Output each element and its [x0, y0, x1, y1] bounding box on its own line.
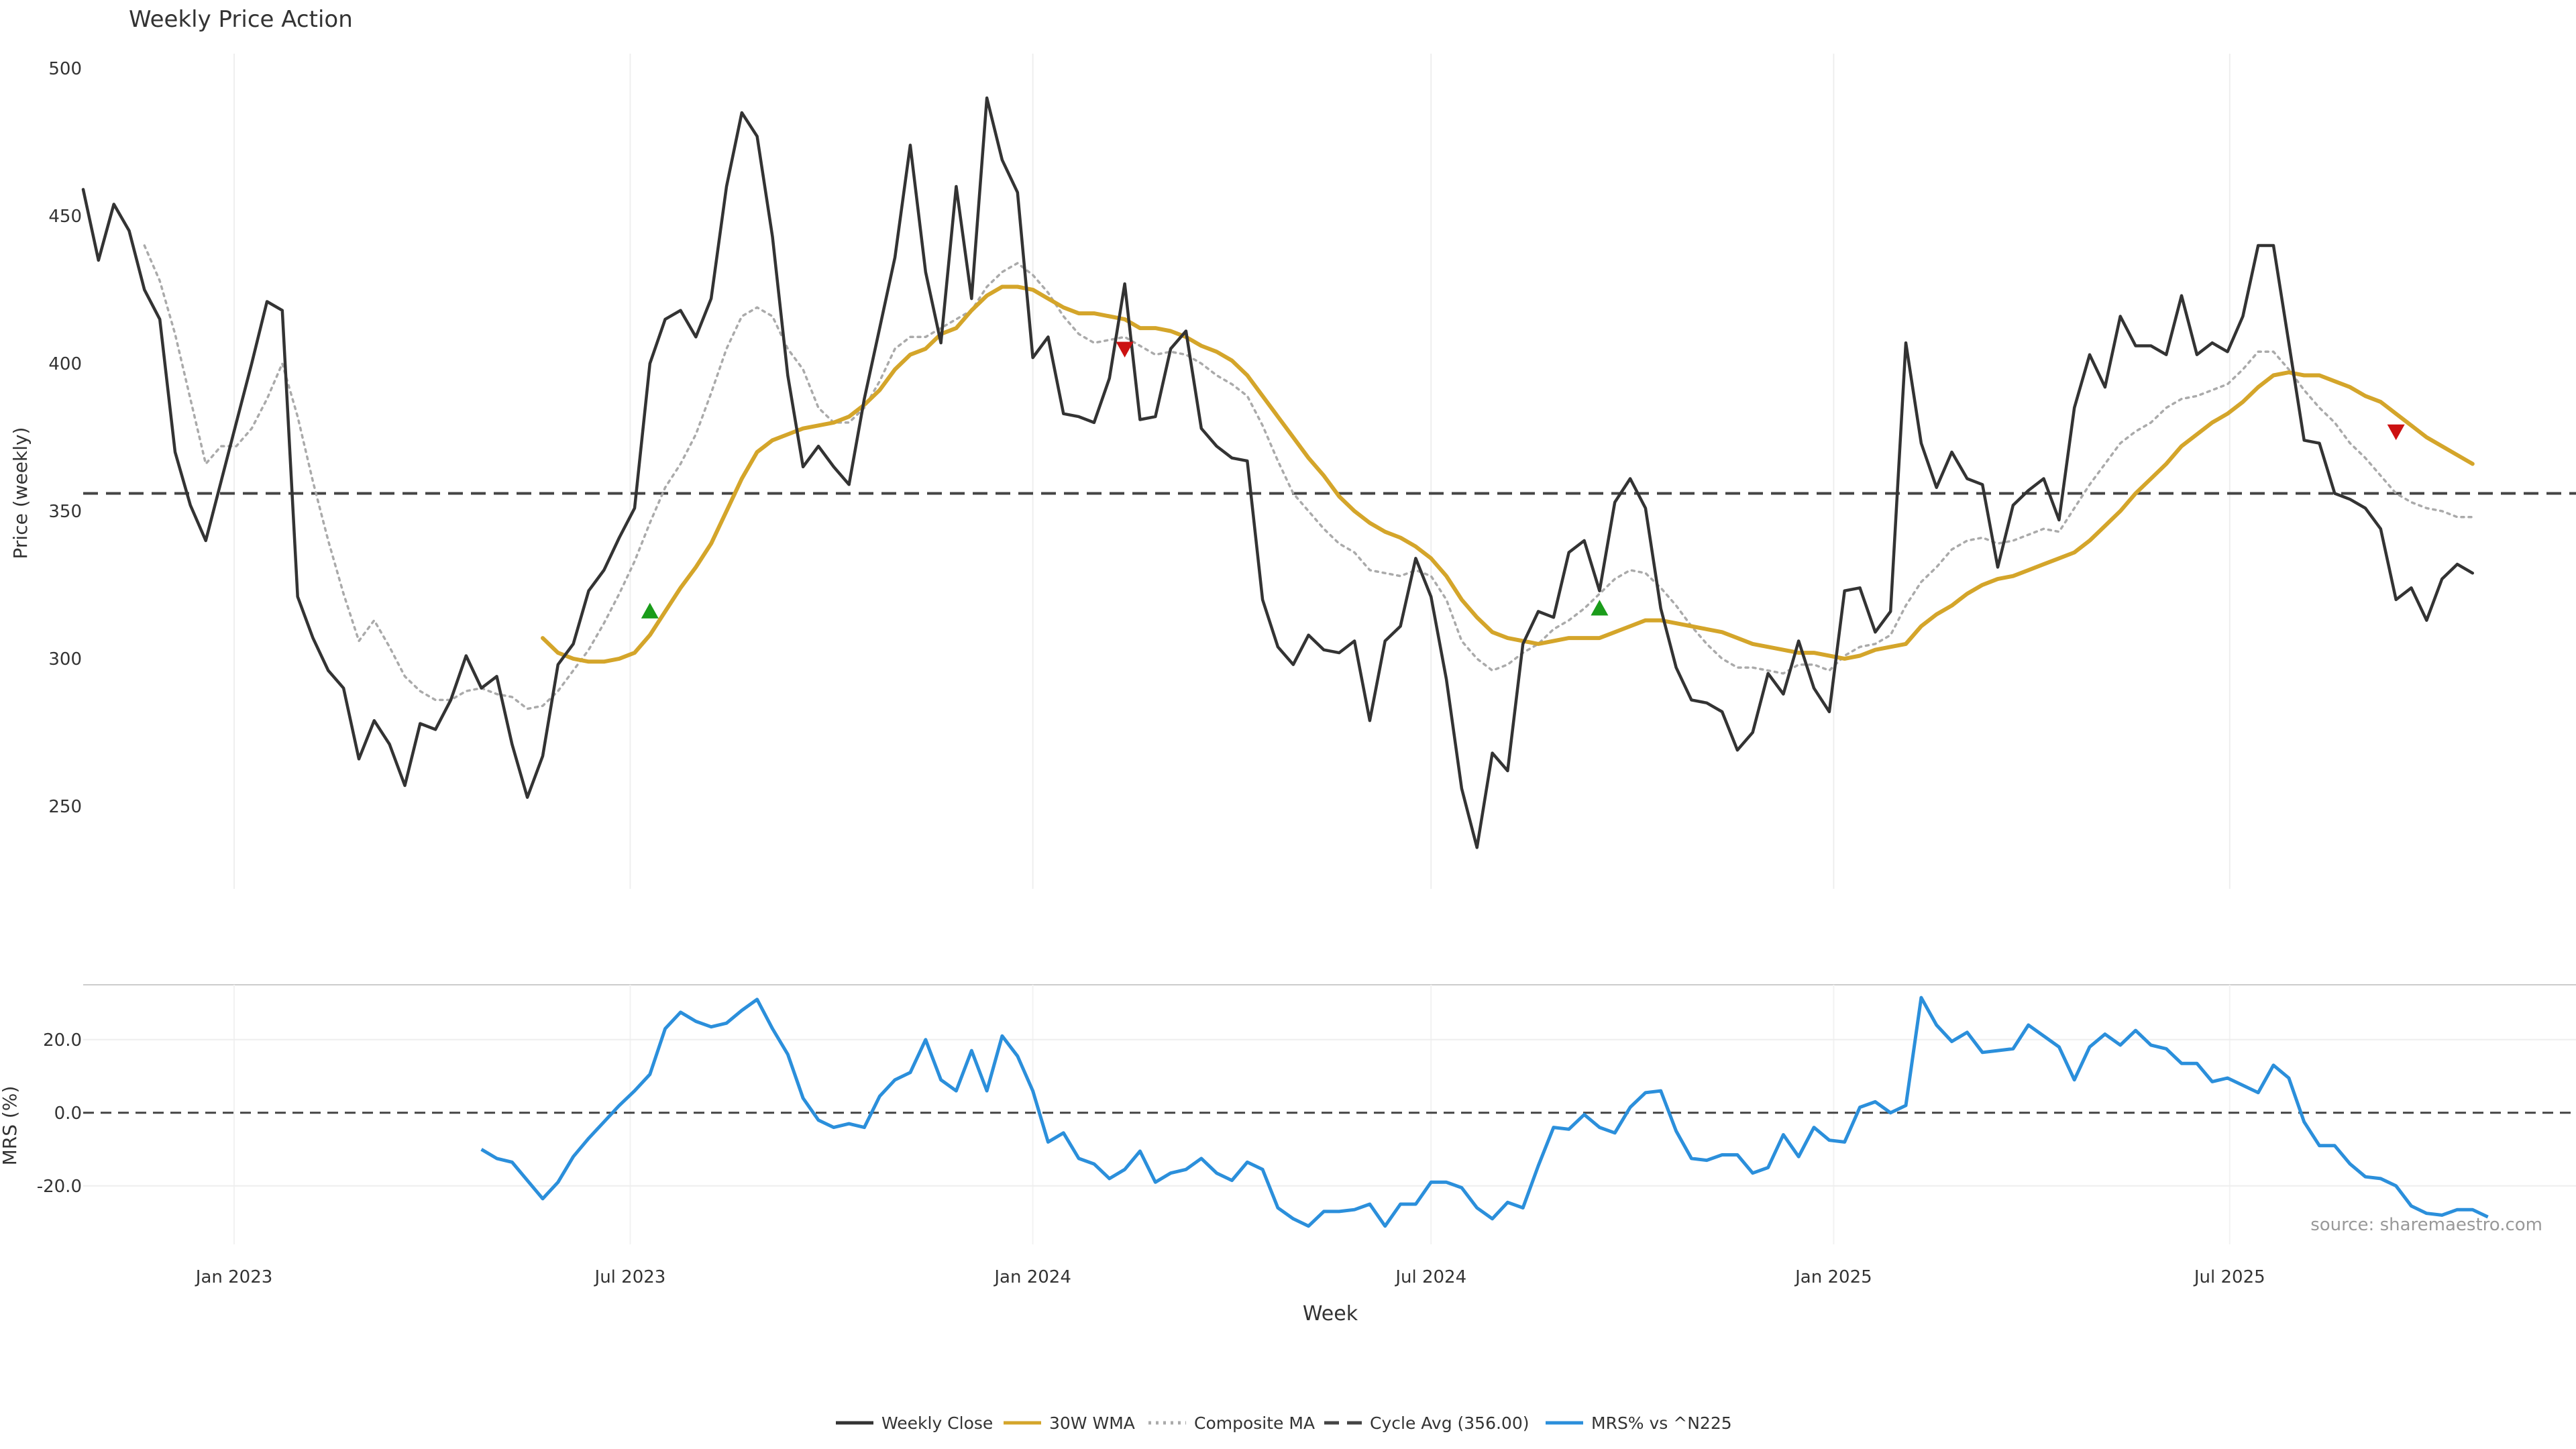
weekly-close-line — [81, 96, 2475, 849]
price-y-tick-label: 500 — [48, 59, 82, 79]
x-tick-label: Jul 2025 — [2193, 1267, 2265, 1287]
mrs-y-tick-label: 20.0 — [43, 1030, 82, 1051]
legend-label: 30W WMA — [1049, 1413, 1135, 1433]
signal-markers — [641, 341, 2405, 619]
x-axis-ticks: Jan 2023 Jul 2023 Jan 2024 Jul 2024 Jan 2025… — [195, 1267, 2265, 1287]
price-y-tick-label: 250 — [48, 797, 82, 817]
x-tick-label: Jan 2024 — [993, 1267, 1071, 1287]
sell-signal-marker — [2387, 424, 2405, 441]
price-grid — [233, 54, 2231, 889]
x-tick-label: Jul 2024 — [1394, 1267, 1466, 1287]
x-tick-label: Jul 2023 — [594, 1267, 666, 1287]
sell-signal-marker — [1116, 341, 1134, 358]
source-watermark: source: sharemaestro.com — [2310, 1215, 2542, 1235]
mrs-y-tick-label: -20.0 — [37, 1177, 82, 1197]
buy-signal-marker — [641, 602, 659, 619]
price-y-tick-label: 400 — [48, 354, 82, 374]
legend-label: MRS% vs ^N225 — [1591, 1413, 1732, 1433]
legend-label: Composite MA — [1194, 1413, 1315, 1433]
x-tick-label: Jan 2025 — [1794, 1267, 1872, 1287]
price-y-axis-ticks: 250 300 350 400 450 500 — [48, 59, 82, 817]
legend-label: Weekly Close — [881, 1413, 993, 1433]
legend-label: Cycle Avg (356.00) — [1370, 1413, 1529, 1433]
price-y-tick-label: 300 — [48, 649, 82, 669]
mrs-grid — [83, 984, 2576, 1244]
x-tick-label: Jan 2023 — [195, 1267, 273, 1287]
legend: Weekly Close 30W WMA Composite MA Cycle Avg… — [836, 1413, 1732, 1433]
mrs-y-axis-ticks: -20.0 0.0 20.0 — [37, 1030, 82, 1197]
price-series — [81, 96, 2576, 849]
composite-ma-line — [143, 244, 2474, 710]
mrs-series — [480, 996, 2489, 1228]
mrs-line — [480, 996, 2489, 1228]
chart-title: Weekly Price Action — [129, 6, 353, 33]
mrs-y-axis-label: MRS (%) — [0, 1086, 21, 1166]
price-y-tick-label: 350 — [48, 502, 82, 522]
mrs-y-tick-label: 0.0 — [54, 1104, 82, 1124]
30w-wma-line — [541, 284, 2475, 664]
price-y-axis-label: Price (weekly) — [9, 427, 32, 559]
buy-signal-marker — [1591, 600, 1609, 616]
price-y-tick-label: 450 — [48, 207, 82, 227]
x-axis-label: Week — [1303, 1302, 1358, 1326]
